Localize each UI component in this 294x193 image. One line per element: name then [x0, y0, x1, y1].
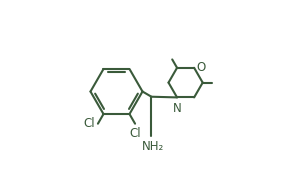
- Text: Cl: Cl: [83, 117, 95, 130]
- Text: NH₂: NH₂: [142, 140, 164, 153]
- Text: N: N: [173, 102, 181, 115]
- Text: Cl: Cl: [129, 127, 141, 140]
- Text: O: O: [197, 61, 206, 74]
